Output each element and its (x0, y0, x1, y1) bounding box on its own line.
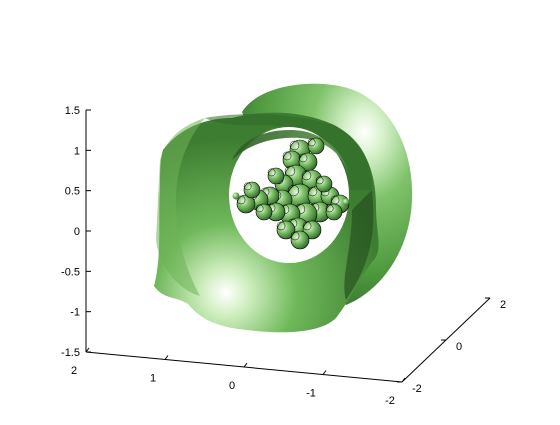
x-tick-label: 2 (71, 365, 77, 377)
ring-right-shadow (344, 190, 374, 300)
cluster-sphere-edge (290, 231, 300, 241)
z-tick-label: 1.5 (65, 105, 80, 117)
cluster-sphere (315, 175, 333, 193)
x-tick-label: -1 (306, 388, 316, 400)
cluster-sphere (302, 220, 322, 240)
cluster-sphere (276, 220, 296, 240)
cluster-sphere-edge (302, 221, 312, 231)
ring-front-face (154, 112, 379, 333)
z-tick-label: 0 (74, 226, 80, 238)
y-tick-label: 2 (500, 299, 506, 311)
x-tick (322, 370, 327, 375)
cluster-sphere-edge (287, 184, 300, 197)
y-tick-label: 0 (456, 341, 462, 353)
sphere-cluster (232, 137, 350, 250)
y-tick-label: -2 (412, 383, 422, 395)
cluster-sphere-edge (289, 140, 300, 151)
cluster-sphere (243, 181, 261, 199)
cluster-sphere-edge (325, 204, 334, 213)
cluster-sphere (267, 167, 285, 185)
x-tick-label: -2 (385, 395, 395, 407)
z-tick-label: -1 (70, 307, 80, 319)
cluster-sphere (290, 230, 310, 250)
cluster-sphere-edge (267, 168, 276, 177)
x-tick (401, 377, 406, 383)
z-tick-label: 1 (74, 145, 80, 157)
cluster-sphere-edge (298, 153, 308, 163)
cluster-sphere-edge (282, 151, 292, 161)
cluster-sphere-edge (307, 138, 316, 147)
x-tick (85, 347, 90, 353)
ring-top-shadow (205, 114, 372, 190)
z-tick-label: -1.5 (61, 347, 80, 359)
cluster-sphere (325, 203, 343, 221)
cluster-satellite (232, 192, 240, 200)
cluster-sphere-edge (284, 165, 296, 177)
x-tick-label: 1 (150, 373, 156, 385)
cluster-sphere (255, 203, 273, 221)
tick-labels: -1.5 -1 -0.5 0 0.5 1 1.5 2 1 0 -1 -2 -2 0 2 (61, 105, 506, 407)
cluster-sphere (307, 137, 325, 155)
x-tick (243, 362, 248, 368)
cluster-satellite (342, 198, 350, 206)
cluster-sphere-edge (307, 186, 318, 197)
cluster-sphere-edge (276, 221, 286, 231)
cluster-sphere-edge (243, 182, 252, 191)
cluster-sphere-edge (315, 176, 324, 185)
x-tick (164, 355, 169, 360)
z-tick-label: -0.5 (61, 266, 80, 278)
ring-left-rim (156, 118, 205, 296)
cluster-sphere-edge (301, 170, 312, 181)
z-tick-label: 0.5 (65, 186, 80, 198)
x-tick-label: 0 (229, 380, 235, 392)
cluster-sphere-edge (255, 204, 264, 213)
cluster-sphere-edge (236, 195, 246, 205)
